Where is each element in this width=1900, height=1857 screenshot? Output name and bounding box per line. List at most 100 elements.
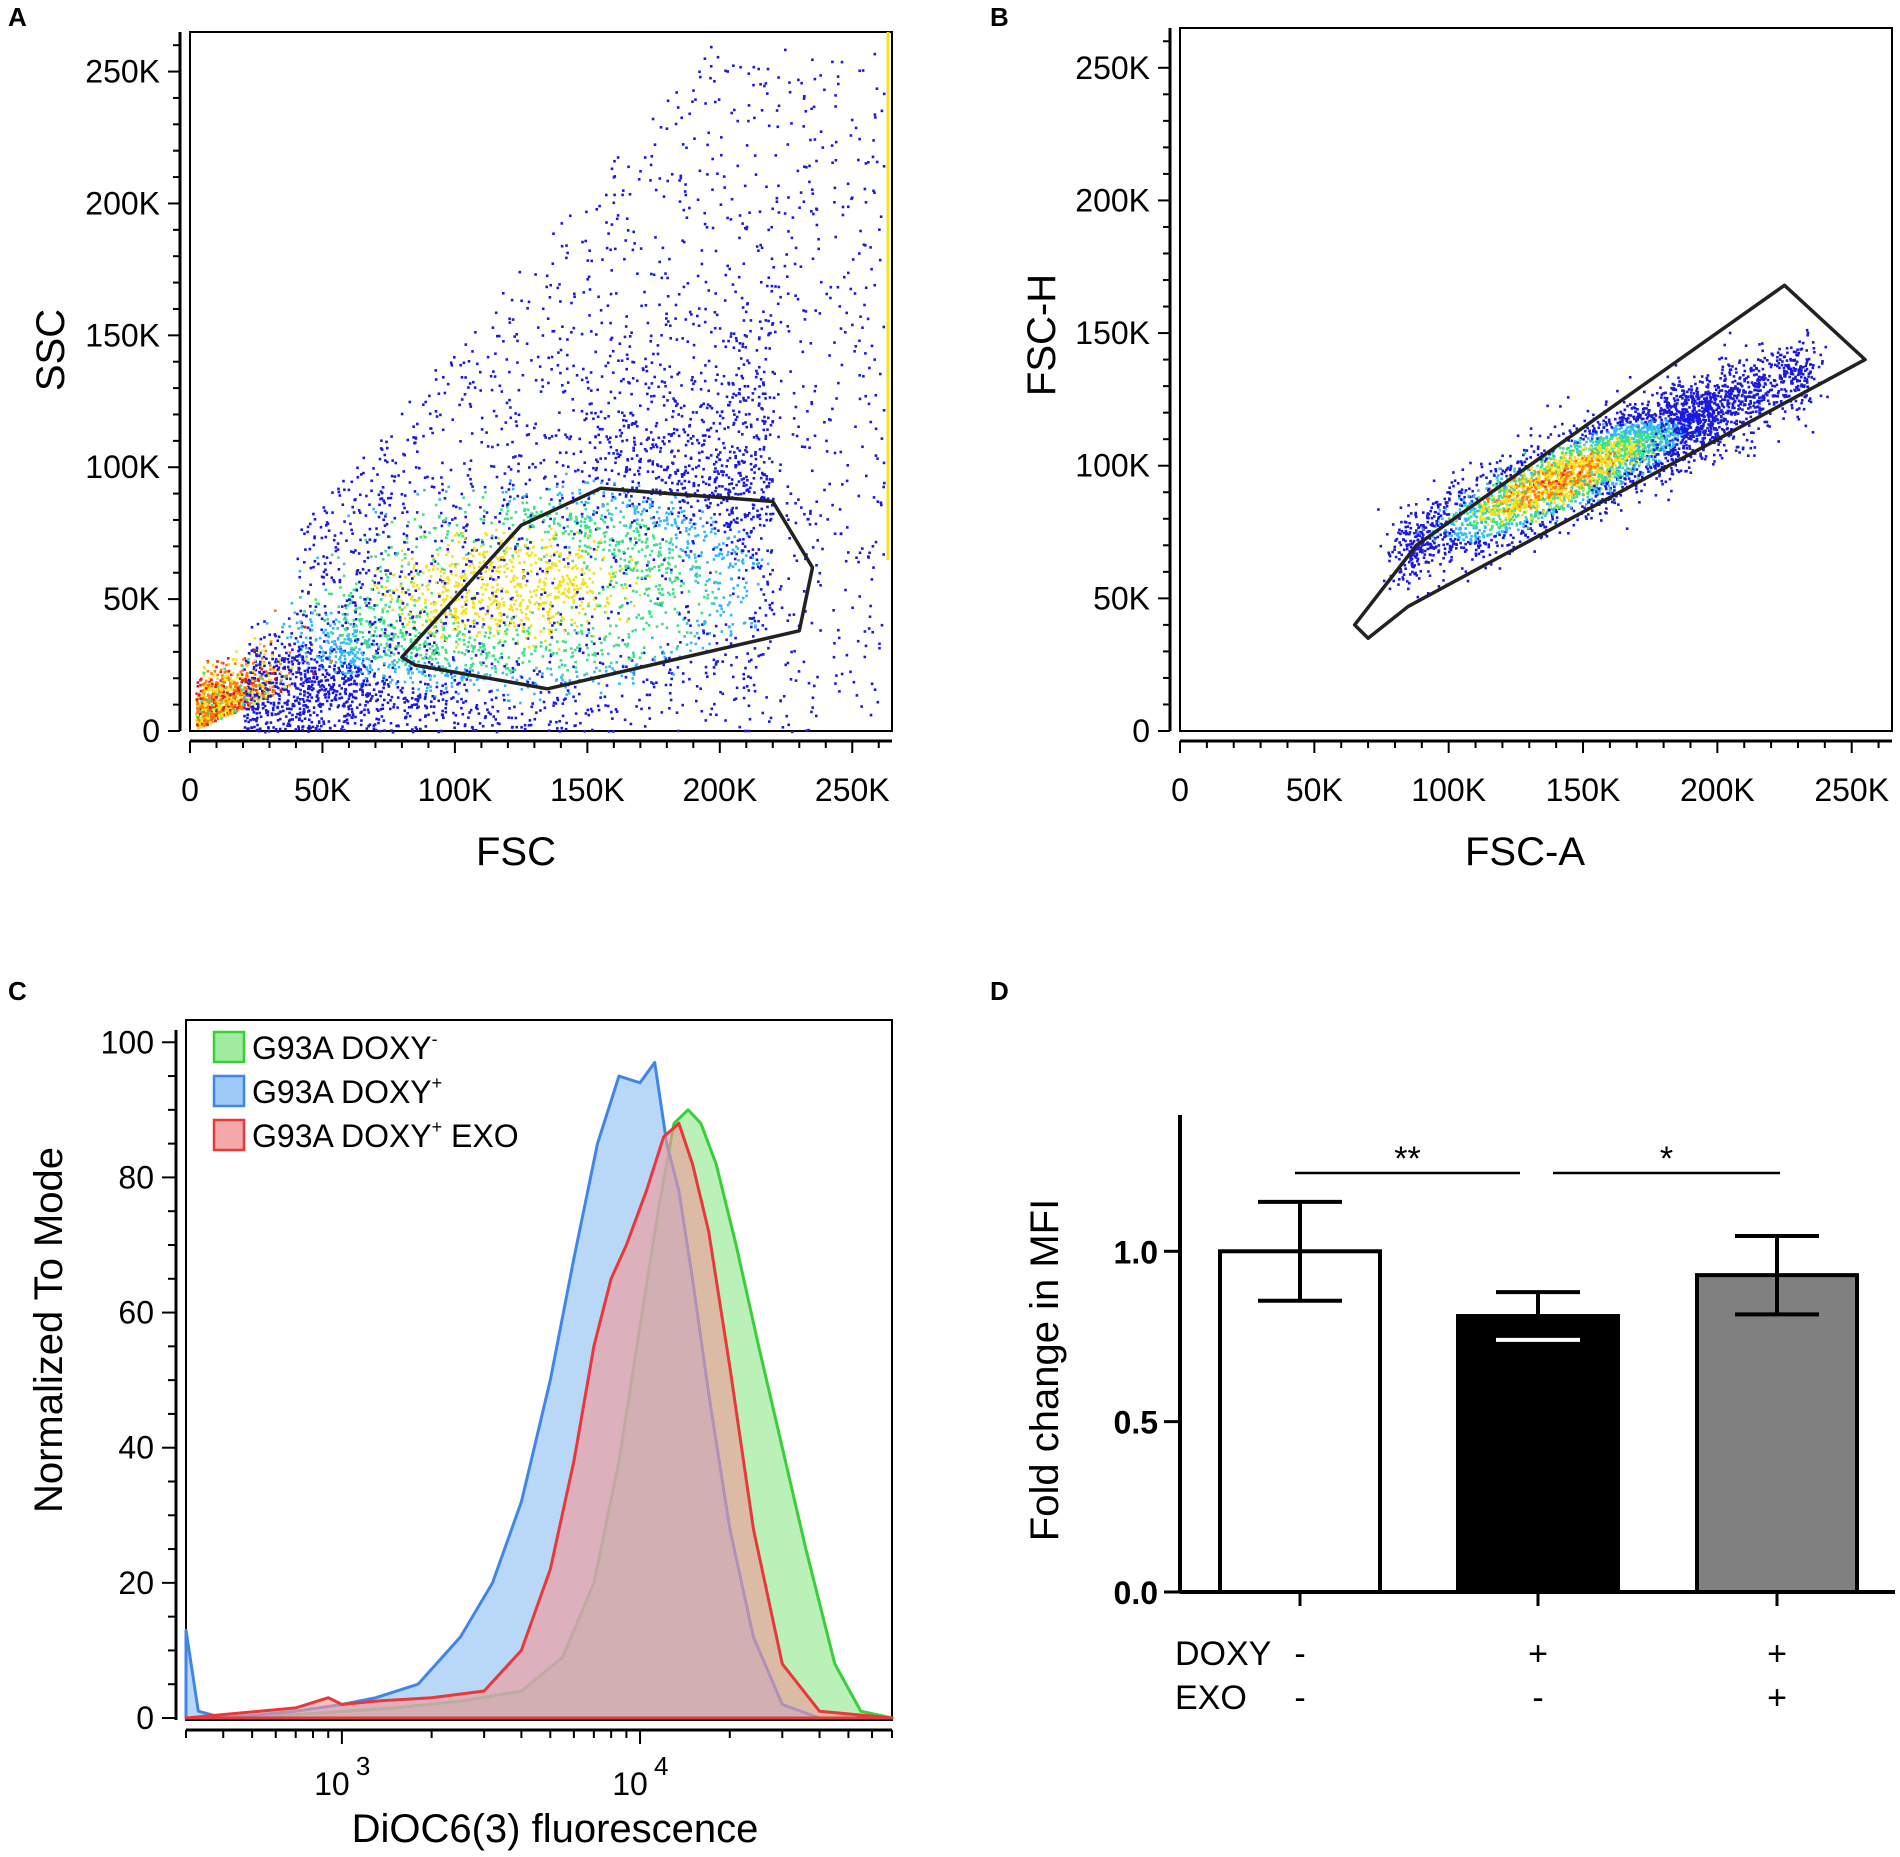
panel-a-dot [279, 662, 282, 666]
panel-a-dot [559, 371, 562, 375]
panel-a-dot [544, 475, 547, 479]
panel-a-dot [511, 596, 514, 600]
panel-a-dot [490, 666, 494, 670]
panel-a-dot [254, 685, 258, 688]
panel-a-dot [762, 461, 766, 464]
panel-a-dot [762, 593, 766, 596]
panel-a-dot [445, 490, 448, 493]
panel-a-dot [800, 506, 803, 509]
panel-a-dot [652, 352, 655, 356]
panel-a-dot [473, 595, 477, 598]
panel-a-dot [814, 384, 817, 388]
panel-a-dot [506, 506, 509, 509]
panel-a-dot [301, 725, 305, 728]
panel-a-dot [768, 606, 772, 610]
panel-a-dot [447, 485, 450, 489]
panel-a-dot [660, 380, 664, 383]
panel-a-dot [510, 298, 514, 302]
panel-a-dot [415, 648, 419, 652]
panel-a-dot [469, 625, 472, 628]
panel-a-dot [650, 681, 653, 684]
panel-a-dot [329, 648, 332, 651]
panel-a-dot [700, 709, 704, 713]
panel-a-dot [704, 482, 708, 486]
panel-a-dot [742, 577, 745, 580]
panel-a-dot [444, 706, 447, 710]
panel-a-dot [422, 513, 425, 516]
panel-a-dot [576, 468, 580, 472]
panel-a-dot [752, 683, 756, 687]
panel-a-dot [492, 409, 496, 413]
panel-a-dot [573, 621, 576, 625]
panel-a-dot [633, 440, 636, 444]
panel-a-dot [699, 75, 702, 79]
panel-a-dot [287, 693, 291, 696]
panel-a-dot [396, 598, 400, 601]
panel-a-dot [514, 545, 517, 548]
panel-a-dot [587, 631, 591, 635]
panel-a-dot [424, 535, 427, 539]
panel-a-dot [626, 229, 630, 232]
panel-a-dot [516, 339, 519, 343]
panel-a-dot [432, 600, 436, 604]
panel-a-dot [670, 501, 674, 504]
panel-a-dot [694, 642, 698, 646]
panel-a-dot [494, 670, 497, 674]
panel-a-dot [252, 668, 256, 671]
panel-a-dot [724, 69, 727, 73]
panel-a-dot [648, 503, 652, 506]
panel-a-dot [595, 548, 598, 552]
panel-a-dot [346, 604, 350, 607]
panel-a-dot [786, 292, 790, 295]
panel-a-dot [386, 683, 390, 686]
panel-a-dot [674, 303, 678, 307]
panel-a-dot [591, 679, 595, 683]
panel-a-dot [535, 442, 538, 445]
panel-a-dot [490, 602, 493, 606]
panel-a-dot [606, 525, 609, 529]
panel-a-dot [494, 516, 497, 519]
panel-a-dot [734, 520, 737, 524]
panel-a-dot [622, 189, 625, 192]
panel-a-dot [458, 403, 461, 407]
panel-a-dot [564, 640, 567, 644]
panel-a-dot [688, 206, 691, 210]
panel-a-dot [500, 589, 503, 593]
panel-a-dot [586, 501, 590, 505]
panel-a-dot [349, 623, 352, 626]
panel-a-dot [285, 707, 289, 711]
panel-a-dot [605, 482, 609, 485]
panel-a-dot [390, 597, 394, 601]
panel-a-dot [767, 646, 770, 650]
panel-a-dot [196, 700, 199, 703]
panel-a-dot [225, 678, 229, 682]
panel-a-dot [257, 679, 260, 683]
panel-a-dot [710, 707, 714, 711]
panel-a-dot [447, 550, 450, 554]
panel-a-dot [368, 670, 372, 674]
panel-a-dot [557, 584, 560, 588]
panel-a-dot [392, 632, 396, 636]
panel-a-dot [878, 642, 881, 646]
panel-a-dot [469, 552, 472, 556]
panel-a-dot [694, 98, 697, 101]
panel-a-dot [729, 564, 732, 567]
panel-a-dot [485, 431, 488, 434]
panel-a-dot [332, 538, 336, 542]
panel-a-dot [202, 672, 206, 675]
panel-a-dot [366, 679, 369, 683]
panel-a-dot [560, 663, 564, 667]
panel-a-dot [434, 648, 438, 651]
panel-a-dot [377, 581, 381, 585]
panel-a-dot [353, 682, 356, 685]
panel-a-dot [682, 208, 686, 212]
panel-a-dot [408, 400, 412, 404]
panel-a-dot [505, 632, 508, 636]
panel-a-dot [439, 511, 443, 515]
panel-a-dot [652, 521, 655, 525]
panel-a-dot [556, 482, 559, 486]
panel-a-dot [305, 655, 308, 658]
panel-a-dot [544, 639, 547, 643]
panel-a-dot [596, 415, 600, 419]
panel-a-dot [263, 688, 267, 691]
